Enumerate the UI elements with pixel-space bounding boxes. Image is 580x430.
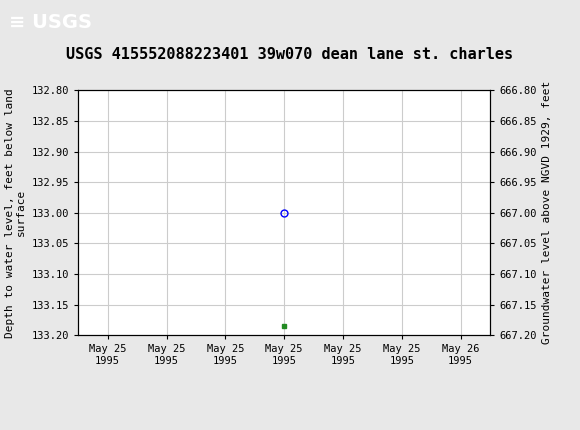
Text: USGS 415552088223401 39w070 dean lane st. charles: USGS 415552088223401 39w070 dean lane st… (67, 47, 513, 62)
Y-axis label: Depth to water level, feet below land
surface: Depth to water level, feet below land su… (5, 88, 26, 338)
Text: ≡ USGS: ≡ USGS (9, 13, 92, 32)
Y-axis label: Groundwater level above NGVD 1929, feet: Groundwater level above NGVD 1929, feet (542, 81, 552, 344)
